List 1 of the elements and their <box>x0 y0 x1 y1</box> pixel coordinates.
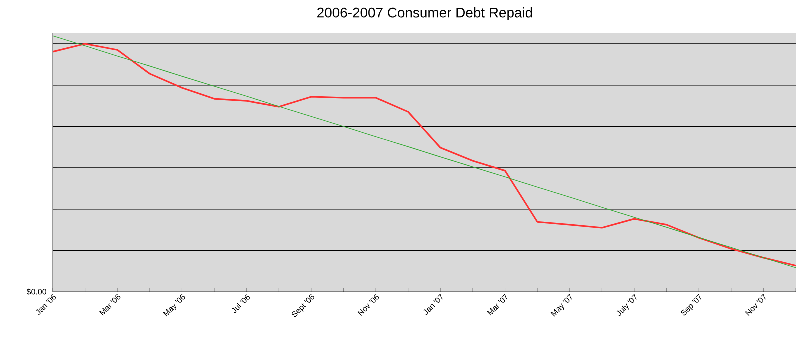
chart-title: 2006-2007 Consumer Debt Repaid <box>318 8 532 21</box>
